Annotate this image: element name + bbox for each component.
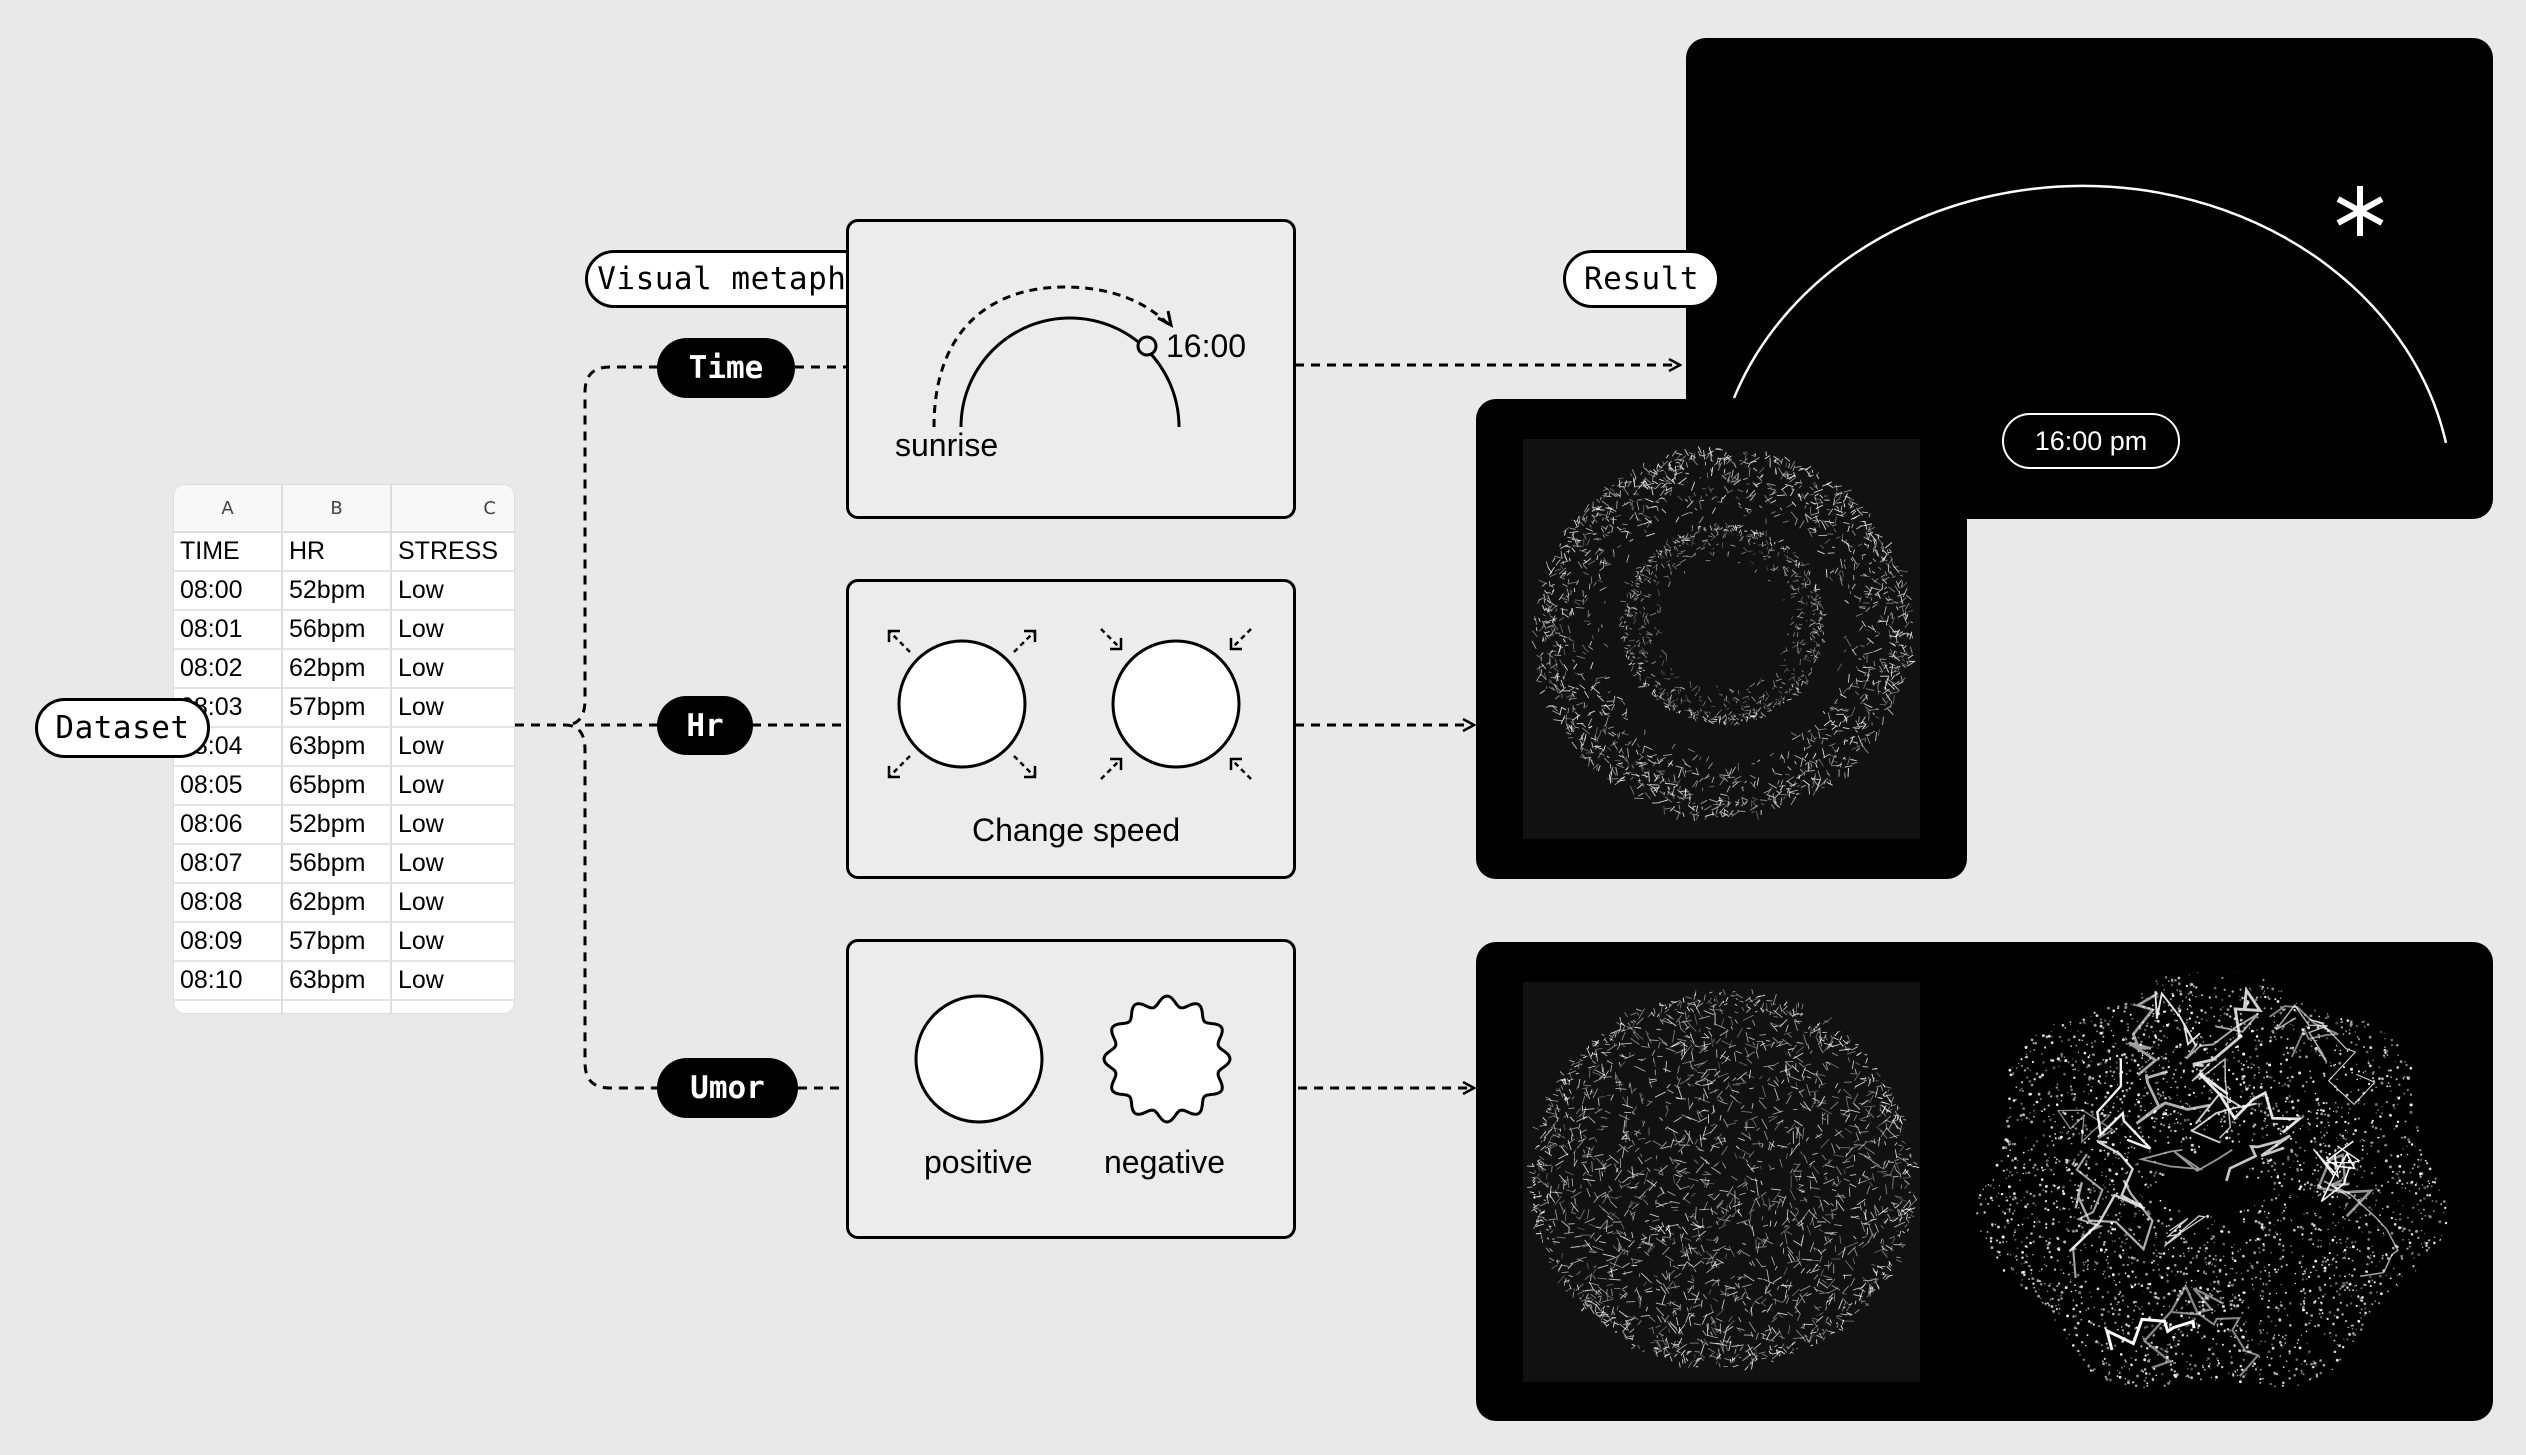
table-cell: 08:05 bbox=[174, 766, 282, 805]
table-cell: Low bbox=[391, 688, 514, 727]
branch-time-label: Time bbox=[689, 350, 764, 386]
table-row: 08:09 57bpm Low bbox=[174, 922, 514, 961]
table-cell bbox=[174, 1000, 282, 1014]
table-cell: Low bbox=[391, 766, 514, 805]
table-header-row: TIME HR STRESS bbox=[174, 532, 514, 571]
branch-time: Time bbox=[657, 338, 795, 398]
positive-particle-render bbox=[1523, 982, 1920, 1382]
time-result-badge-text: 16:00 pm bbox=[2035, 426, 2148, 457]
expanding-circle bbox=[899, 641, 1025, 767]
branch-hr: Hr bbox=[657, 696, 753, 755]
table-cell: HR bbox=[282, 532, 391, 571]
particle-ring-render bbox=[1523, 439, 1920, 839]
column-header: A bbox=[174, 485, 282, 532]
table-cell: Low bbox=[391, 727, 514, 766]
table-cell: 52bpm bbox=[282, 805, 391, 844]
table-cell: 08:10 bbox=[174, 961, 282, 1000]
result-label: Result bbox=[1563, 250, 1720, 308]
column-header-row: A B C bbox=[174, 485, 514, 532]
sun-position-marker bbox=[1138, 337, 1156, 355]
positive-label: positive bbox=[924, 1144, 1033, 1181]
dataset-label: Dataset bbox=[35, 698, 210, 758]
table-cell: 08:08 bbox=[174, 883, 282, 922]
positive-shape bbox=[916, 996, 1042, 1122]
positive-render-frame bbox=[1523, 982, 1920, 1382]
branch-umor: Umor bbox=[657, 1058, 798, 1118]
table-row: 08:00 52bpm Low bbox=[174, 571, 514, 610]
table-row: 08:03 57bpm Low bbox=[174, 688, 514, 727]
table-cell: 62bpm bbox=[282, 649, 391, 688]
umor-metaphor-card: positive negative bbox=[846, 939, 1296, 1239]
table-cell: 08:09 bbox=[174, 922, 282, 961]
table-row: 08:06 52bpm Low bbox=[174, 805, 514, 844]
visual-metaphor-label-text: Visual metaphor bbox=[597, 261, 884, 297]
table-cell: 56bpm bbox=[282, 610, 391, 649]
branch-hr-label: Hr bbox=[686, 708, 723, 744]
dashed-arc-arrow bbox=[934, 287, 1169, 427]
table-row-empty bbox=[174, 1000, 514, 1014]
table-cell bbox=[282, 1000, 391, 1014]
negative-label: negative bbox=[1104, 1144, 1225, 1181]
table-cell: 52bpm bbox=[282, 571, 391, 610]
hr-render-frame bbox=[1523, 439, 1920, 839]
table-cell: 08:02 bbox=[174, 649, 282, 688]
table-cell: Low bbox=[391, 571, 514, 610]
table-row: 08:01 56bpm Low bbox=[174, 610, 514, 649]
negative-shape bbox=[1104, 996, 1230, 1122]
umor-result-panel bbox=[1476, 942, 2493, 1421]
change-speed-caption: Change speed bbox=[972, 812, 1180, 849]
table-cell: 57bpm bbox=[282, 688, 391, 727]
table-cell: 08:00 bbox=[174, 571, 282, 610]
table-cell: 63bpm bbox=[282, 961, 391, 1000]
table-cell bbox=[391, 1000, 514, 1014]
result-label-text: Result bbox=[1584, 261, 1699, 297]
table-cell: 08:07 bbox=[174, 844, 282, 883]
table-row: 08:04 63bpm Low bbox=[174, 727, 514, 766]
time-end-label: 16:00 bbox=[1166, 328, 1246, 365]
table-cell: 08:01 bbox=[174, 610, 282, 649]
dataset-label-text: Dataset bbox=[55, 710, 189, 746]
dataset-table: A B C TIME HR STRESS 08:00 52bpm Low 08:01 56bp… bbox=[174, 485, 514, 1014]
table-cell: Low bbox=[391, 961, 514, 1000]
table-cell: 63bpm bbox=[282, 727, 391, 766]
branch-umor-label: Umor bbox=[690, 1070, 765, 1106]
sun-arc bbox=[961, 318, 1179, 427]
branch-brace bbox=[565, 367, 658, 1088]
sun-arc-diagram bbox=[849, 222, 1293, 516]
hr-result-panel bbox=[1476, 399, 1967, 879]
table-cell: 56bpm bbox=[282, 844, 391, 883]
time-metaphor-card: sunrise 16:00 bbox=[846, 219, 1296, 519]
column-header: B bbox=[282, 485, 391, 532]
table-cell: Low bbox=[391, 844, 514, 883]
column-header: C bbox=[391, 485, 514, 532]
negative-particle-render bbox=[1976, 972, 2456, 1392]
table-cell: Low bbox=[391, 805, 514, 844]
table-cell: 08:06 bbox=[174, 805, 282, 844]
table-cell: Low bbox=[391, 610, 514, 649]
table-cell: Low bbox=[391, 649, 514, 688]
mood-diagram bbox=[849, 942, 1293, 1236]
asterisk-icon bbox=[2338, 186, 2382, 236]
table-row: 08:05 65bpm Low bbox=[174, 766, 514, 805]
table-cell: STRESS bbox=[391, 532, 514, 571]
table-row: 08:08 62bpm Low bbox=[174, 883, 514, 922]
table-row: 08:02 62bpm Low bbox=[174, 649, 514, 688]
sunrise-label: sunrise bbox=[895, 427, 998, 464]
table-cell: 65bpm bbox=[282, 766, 391, 805]
hr-metaphor-card: Change speed bbox=[846, 579, 1296, 879]
time-result-badge: 16:00 pm bbox=[2002, 413, 2180, 469]
table-cell: Low bbox=[391, 922, 514, 961]
contracting-circle bbox=[1113, 641, 1239, 767]
table-cell: Low bbox=[391, 883, 514, 922]
dataset-spreadsheet: A B C TIME HR STRESS 08:00 52bpm Low 08:01 56bp… bbox=[173, 484, 515, 1014]
table-cell: 57bpm bbox=[282, 922, 391, 961]
table-cell: TIME bbox=[174, 532, 282, 571]
table-row: 08:07 56bpm Low bbox=[174, 844, 514, 883]
table-row: 08:10 63bpm Low bbox=[174, 961, 514, 1000]
table-cell: 62bpm bbox=[282, 883, 391, 922]
